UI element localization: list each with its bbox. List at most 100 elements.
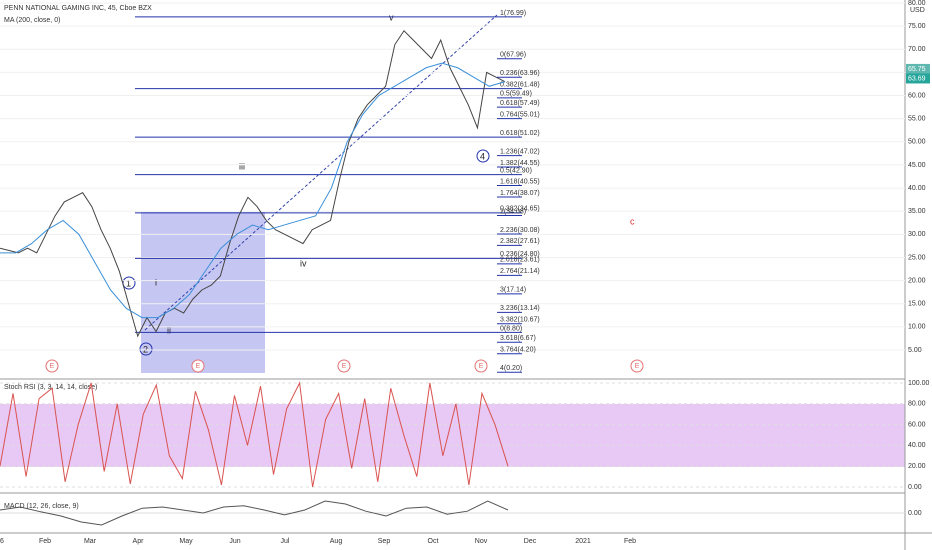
wave-circle xyxy=(139,342,153,356)
price-tick: 50.00 xyxy=(908,139,926,146)
time-label: Oct xyxy=(428,538,439,545)
trend-line xyxy=(144,14,498,331)
fib-label: 0.236(24.80) xyxy=(500,251,540,258)
last-price-box xyxy=(906,73,930,84)
time-label: Feb xyxy=(39,538,51,545)
time-label: May xyxy=(179,538,193,545)
price-tick: 25.00 xyxy=(908,254,926,261)
fib-label: 0.618(51.02) xyxy=(500,130,540,137)
currency: USD xyxy=(910,7,925,14)
fib-label: 0(67.96) xyxy=(500,52,526,59)
earnings-marker xyxy=(337,359,351,373)
time-label: Feb xyxy=(624,538,636,545)
time-label: Sep xyxy=(378,538,391,545)
earnings-marker xyxy=(630,359,644,373)
earnings-label: E xyxy=(196,363,201,370)
price-tick: 20.00 xyxy=(908,277,926,284)
price-tick: 70.00 xyxy=(908,46,926,53)
fib-label: 0(8.80) xyxy=(500,325,522,332)
fib-label: 3(17.14) xyxy=(500,287,526,294)
macd-title: MACD (12, 26, close, 9) xyxy=(4,503,79,510)
fib-label: 0.5(42.90) xyxy=(500,167,532,174)
earnings-label: E xyxy=(342,363,347,370)
fib-label: 1.382(44.55) xyxy=(500,160,540,167)
macd-line xyxy=(0,500,509,526)
fib-label: 0.382(61.48) xyxy=(500,82,540,89)
earnings-label: E xyxy=(635,363,640,370)
price-line xyxy=(0,29,506,338)
earnings-marker xyxy=(45,359,59,373)
wave-label: iii xyxy=(239,161,245,171)
stoch-line xyxy=(0,381,509,488)
stoch-tick: 40.00 xyxy=(908,442,926,449)
last-price: 65.75 xyxy=(908,66,926,73)
fib-label: 2.618(23.61) xyxy=(500,257,540,264)
fib-label: 1.236(47.02) xyxy=(500,148,540,155)
fib-label: 2.764(21.14) xyxy=(500,268,540,275)
earnings-marker xyxy=(191,359,205,373)
fib-label: 3.382(10.67) xyxy=(500,317,540,324)
earnings-label: E xyxy=(50,363,55,370)
price-tick: 60.00 xyxy=(908,92,926,99)
price-tick: 40.00 xyxy=(908,185,926,192)
stoch-tick: 0.00 xyxy=(908,484,922,491)
earnings-marker xyxy=(474,359,488,373)
fib-label: 3.236(13.14) xyxy=(500,305,540,312)
earnings-label: E xyxy=(479,363,484,370)
range-box xyxy=(141,212,265,373)
fib-label: 4(0.20) xyxy=(500,365,522,372)
ma-line xyxy=(0,62,506,319)
fib-label: 1(76.99) xyxy=(500,10,526,17)
wave-label: ii xyxy=(167,325,171,335)
wave-label: 1 xyxy=(126,278,131,288)
price-tick: 5.00 xyxy=(908,347,922,354)
stoch-tick: 100.00 xyxy=(908,380,930,387)
stoch-tick: 80.00 xyxy=(908,401,926,408)
wave-circle xyxy=(476,149,490,163)
last-price: 63.69 xyxy=(908,75,926,82)
fib-label: 0.764(55.01) xyxy=(500,111,540,118)
time-label: Nov xyxy=(475,538,488,545)
price-tick: 45.00 xyxy=(908,162,926,169)
fib-label: 0.5(59.49) xyxy=(500,91,532,98)
time-label: Jul xyxy=(281,538,290,545)
time-label: Dec xyxy=(524,538,537,545)
time-label: Jun xyxy=(229,538,240,545)
price-tick: 35.00 xyxy=(908,208,926,215)
wave-label: i xyxy=(155,277,157,287)
last-price-box xyxy=(906,63,930,74)
time-label: 6 xyxy=(0,538,4,545)
fib-label: 2(34.08) xyxy=(500,208,526,215)
price-tick: 55.00 xyxy=(908,116,926,123)
wave-label: c xyxy=(630,216,635,226)
time-label: Mar xyxy=(84,538,97,545)
price-tick: 30.00 xyxy=(908,231,926,238)
price-tick: 75.00 xyxy=(908,23,926,30)
price-tick: 15.00 xyxy=(908,301,926,308)
fib-label: 2.382(27.61) xyxy=(500,238,540,245)
wave-label: 4 xyxy=(480,151,485,161)
wave-label: 2 xyxy=(143,344,148,354)
fib-label: 3.764(4.20) xyxy=(500,347,536,354)
fib-label: 1.618(40.55) xyxy=(500,178,540,185)
time-label: 2021 xyxy=(575,538,591,545)
fib-label: 0.618(57.49) xyxy=(500,100,540,107)
fib-label: 1.764(38.07) xyxy=(500,190,540,197)
price-tick: 10.00 xyxy=(908,324,926,331)
price-tick: 80.00 xyxy=(908,0,926,7)
fib-label: 3.618(6.67) xyxy=(500,335,536,342)
stoch-title: Stoch RSI (3, 3, 14, 14, close) xyxy=(4,384,97,391)
stoch-tick: 60.00 xyxy=(908,421,926,428)
macd-tick: 0.00 xyxy=(908,510,922,517)
title: PENN NATIONAL GAMING INC, 45, Cboe BZX xyxy=(4,5,152,12)
fib-label: 0.236(63.96) xyxy=(500,70,540,77)
time-label: Aug xyxy=(330,538,343,545)
stoch-tick: 20.00 xyxy=(908,463,926,470)
fib-label: 2.236(30.08) xyxy=(500,227,540,234)
stoch-band xyxy=(0,404,905,467)
time-label: Apr xyxy=(133,538,145,545)
ma-label: MA (200, close, 0) xyxy=(4,17,60,24)
wave-label: iv xyxy=(300,258,307,268)
fib-label: 0.382(34.65) xyxy=(500,206,540,213)
